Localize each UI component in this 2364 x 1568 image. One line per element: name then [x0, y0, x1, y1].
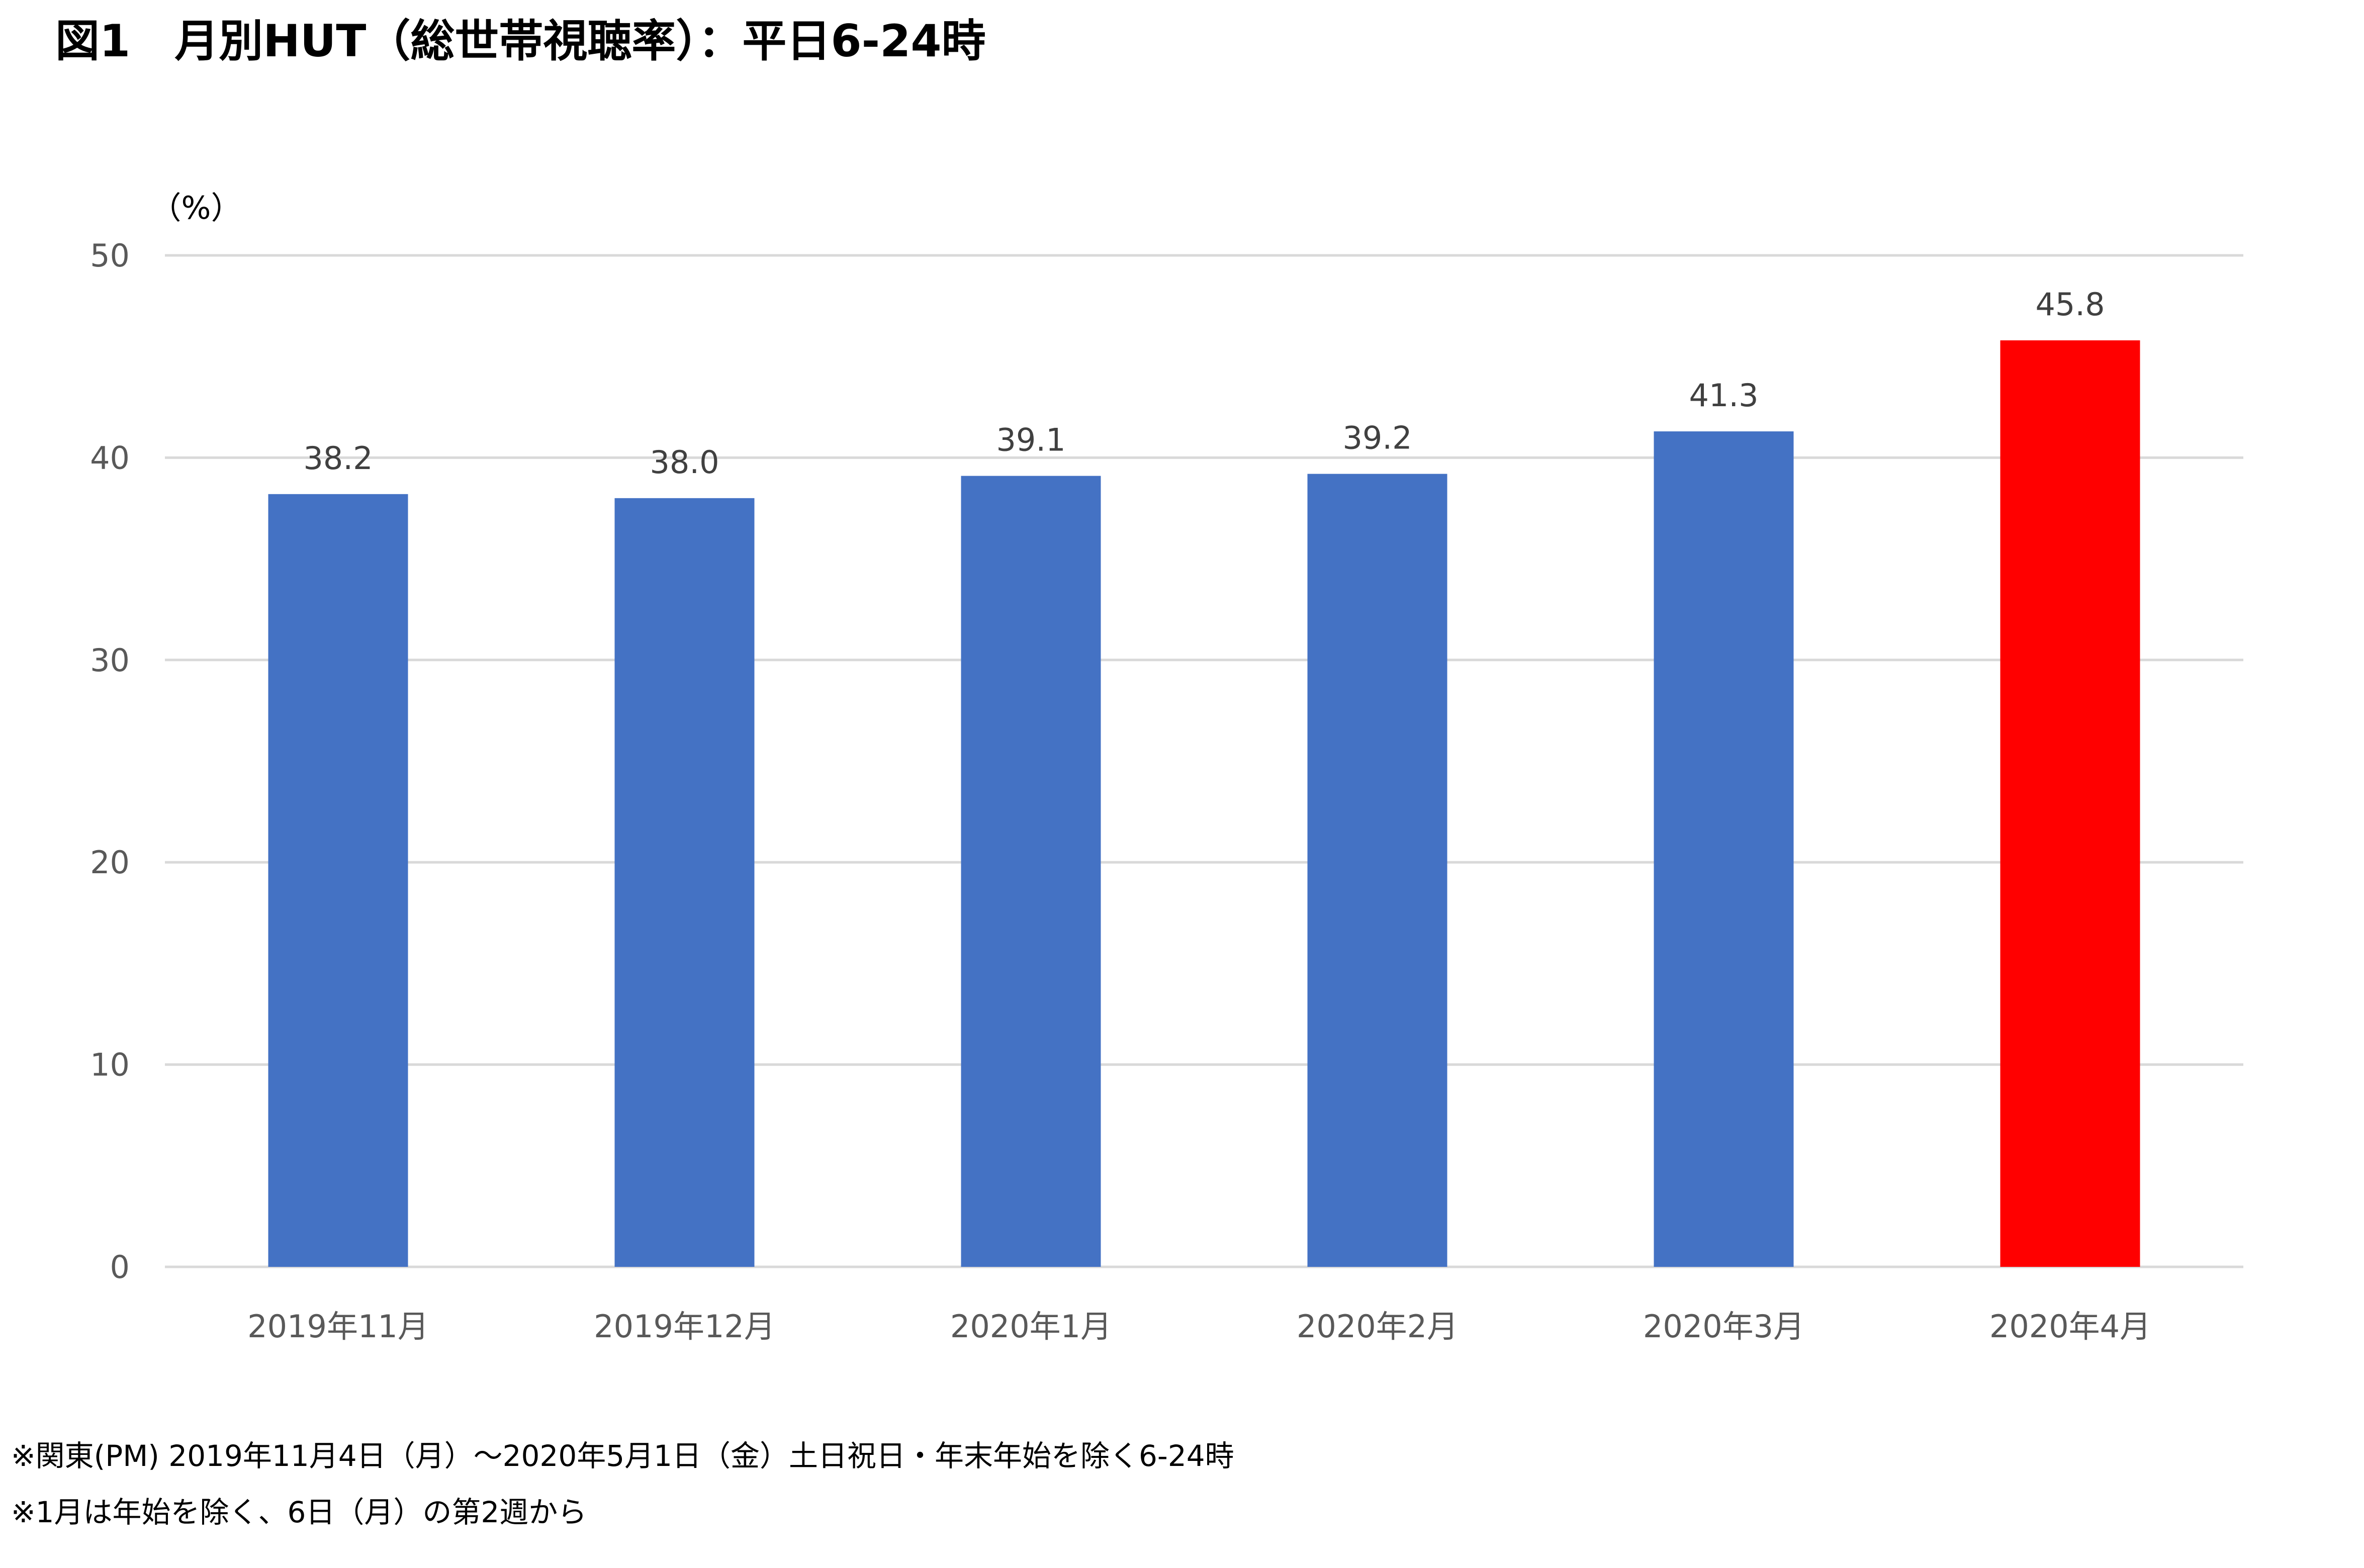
data-label: 39.1 [996, 422, 1065, 458]
bar [268, 494, 408, 1267]
data-label: 41.3 [1689, 377, 1758, 414]
footnote-survey-period: ※関東(PM) 2019年11月4日（月）～2020年5月1日（金）土日祝日・年… [11, 1439, 1234, 1473]
chart-title: 図1 月別HUT（総世帯視聴率）：平日6-24時 [55, 15, 986, 67]
bar [1654, 431, 1794, 1267]
data-label: 39.2 [1342, 420, 1412, 456]
bars [268, 340, 2140, 1267]
y-axis-unit-label: （%） [150, 190, 242, 226]
bar-chart: 0 10 20 30 40 50 （%） 38.2 38.0 39.1 39.2 41.3 45.8… [90, 190, 2243, 1345]
x-tick-label: 2020年3月 [1643, 1308, 1804, 1345]
data-label: 38.2 [303, 440, 373, 477]
data-label: 45.8 [2035, 286, 2105, 323]
y-tick-label: 10 [90, 1047, 130, 1083]
y-tick-label: 40 [90, 439, 130, 476]
x-tick-label: 2019年11月 [247, 1308, 429, 1345]
bar [614, 498, 755, 1267]
x-axis-tick-labels: 2019年11月 2019年12月 2020年1月 2020年2月 2020年3月 202… [247, 1308, 2151, 1345]
bar [1307, 474, 1447, 1267]
y-tick-label: 20 [90, 844, 130, 881]
x-tick-label: 2019年12月 [594, 1308, 775, 1345]
x-tick-label: 2020年1月 [950, 1308, 1112, 1345]
x-tick-label: 2020年4月 [1989, 1308, 2151, 1345]
y-axis-tick-labels: 0 10 20 30 40 50 [90, 237, 130, 1285]
bar [2000, 340, 2140, 1267]
data-label: 38.0 [650, 444, 719, 481]
y-tick-label: 30 [90, 642, 130, 679]
y-tick-label: 50 [90, 237, 130, 274]
x-tick-label: 2020年2月 [1297, 1308, 1458, 1345]
gridlines [165, 254, 2243, 1268]
bar [961, 476, 1101, 1267]
y-tick-label: 0 [110, 1249, 130, 1285]
footnote-january: ※1月は年始を除く、6日（月）の第2週から [11, 1495, 587, 1529]
data-labels: 38.2 38.0 39.1 39.2 41.3 45.8 [303, 286, 2105, 481]
